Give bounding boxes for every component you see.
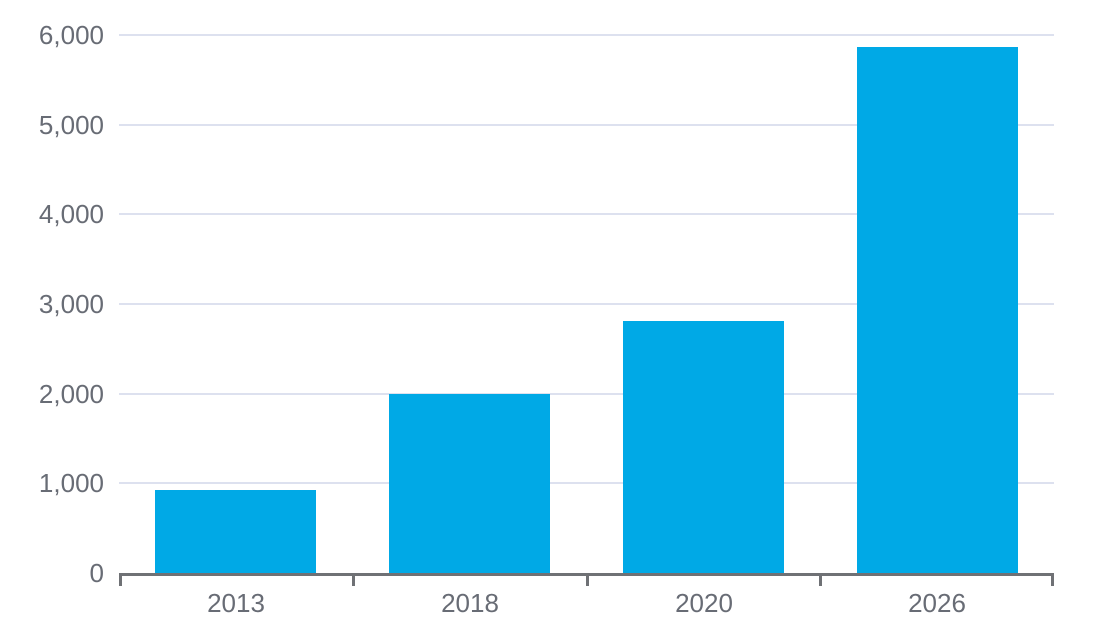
gridline: [119, 303, 1054, 305]
gridline: [119, 34, 1054, 36]
gridline: [119, 393, 1054, 395]
gridline: [119, 213, 1054, 215]
x-axis-line: [119, 573, 1054, 576]
x-axis-label: 2018: [441, 588, 499, 618]
axis-tick: [1051, 576, 1054, 586]
gridline: [119, 124, 1054, 126]
bar-2020[interactable]: [623, 321, 784, 573]
y-axis-tick-label: 0: [89, 558, 104, 588]
axis-tick: [119, 576, 122, 586]
axis-tick: [352, 576, 355, 586]
y-axis-tick-label: 2,000: [38, 379, 104, 409]
axis-tick: [586, 576, 589, 586]
plot-area: [119, 34, 1054, 586]
y-axis-tick-label: 6,000: [38, 20, 104, 50]
gridline: [119, 482, 1054, 484]
y-axis-tick-label: 1,000: [38, 468, 104, 498]
bar-2013[interactable]: [155, 490, 316, 573]
y-axis-tick-label: 3,000: [38, 289, 104, 319]
x-axis-label: 2013: [207, 588, 265, 618]
y-axis-tick-label: 4,000: [38, 199, 104, 229]
x-axis-label: 2020: [675, 588, 733, 618]
axis-tick: [819, 576, 822, 586]
bar-2026[interactable]: [857, 47, 1018, 573]
x-axis-label: 2026: [908, 588, 966, 618]
y-axis-tick-label: 5,000: [38, 110, 104, 140]
bar-2018[interactable]: [389, 394, 550, 573]
